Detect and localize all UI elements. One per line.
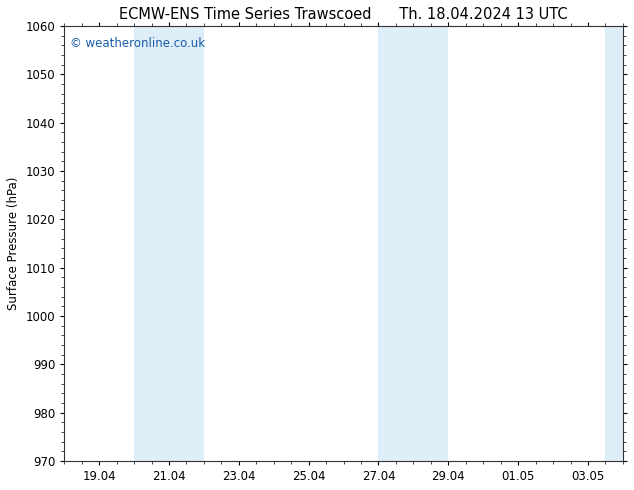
Bar <box>134 26 204 461</box>
Bar <box>378 26 448 461</box>
Title: ECMW-ENS Time Series Trawscoed      Th. 18.04.2024 13 UTC: ECMW-ENS Time Series Trawscoed Th. 18.04… <box>119 7 568 22</box>
Y-axis label: Surface Pressure (hPa): Surface Pressure (hPa) <box>7 177 20 310</box>
Bar <box>605 26 623 461</box>
Text: © weatheronline.co.uk: © weatheronline.co.uk <box>70 37 205 50</box>
